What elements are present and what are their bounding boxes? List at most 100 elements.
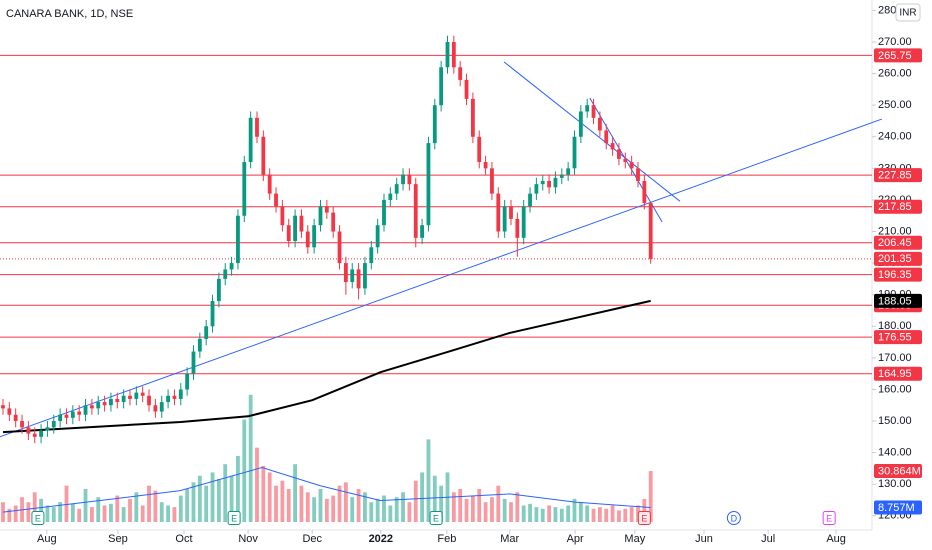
candle-body [566, 168, 571, 175]
candle-body [547, 180, 552, 188]
x-tick-label: Feb [437, 533, 456, 545]
candle-body [102, 402, 107, 406]
candle-body [96, 402, 101, 409]
event-label: E [35, 513, 41, 523]
currency-button[interactable] [895, 3, 921, 22]
volume-bar [597, 507, 602, 522]
volume-bar [451, 492, 456, 522]
volume-bar [248, 394, 253, 522]
volume-bar [617, 510, 621, 522]
ma-label-box [874, 293, 922, 308]
candle-body [7, 408, 12, 415]
event-badge [822, 511, 836, 525]
candle-body [356, 269, 361, 289]
candle-body [147, 395, 151, 406]
event-badge [637, 511, 651, 525]
candle-body [236, 215, 240, 264]
candle-body [350, 269, 355, 283]
volume-bar [58, 502, 63, 522]
volume-bar [521, 505, 526, 522]
volume-bar [515, 492, 520, 522]
level-label: 217.85 [878, 201, 912, 213]
volume-bar [261, 465, 266, 522]
candle-body [312, 225, 317, 248]
candle-body [255, 117, 259, 137]
volume-bar [540, 508, 545, 522]
candle-body [388, 193, 393, 200]
volume-bar [191, 482, 196, 522]
volume-bar [312, 497, 317, 522]
volume-bar [382, 495, 386, 522]
candle-body [597, 117, 602, 131]
candle-body [248, 117, 253, 163]
candle-body [32, 433, 37, 437]
x-tick-label: Nov [238, 533, 258, 545]
candle-body [439, 67, 444, 106]
volume-bar [216, 479, 221, 522]
volume-bar [318, 488, 323, 522]
volume-bar [642, 498, 647, 522]
volume-bar [89, 507, 94, 522]
candle-body [451, 42, 456, 68]
candle-body [445, 42, 450, 68]
x-tick-label: Jul [761, 533, 775, 545]
candle-body [343, 263, 348, 283]
volume-bar [204, 485, 209, 522]
volume-bar [26, 502, 31, 522]
volume-bar [420, 472, 424, 522]
candle-body [229, 263, 234, 270]
candle-body [420, 225, 424, 238]
y-tick-label: 130.00 [878, 478, 912, 490]
volume-bar [337, 485, 342, 522]
volume-label: 30.864M [878, 465, 921, 477]
volume-bar [70, 503, 75, 522]
volume-bar [229, 475, 234, 522]
volume-bar [610, 505, 615, 522]
volume-bar [178, 495, 183, 522]
level-label: 265.75 [878, 50, 912, 62]
level-label-box [874, 330, 922, 345]
volume-bar [267, 472, 272, 522]
candle-body [26, 427, 31, 434]
candle-body [477, 136, 482, 163]
volume-bar [470, 495, 475, 522]
candle-body [216, 278, 221, 302]
candle-body [401, 174, 405, 185]
volume-bar [553, 507, 558, 522]
event-badge [726, 511, 741, 525]
volume-bar [343, 482, 348, 522]
candle-body [299, 215, 304, 232]
ma-label: 188.05 [878, 295, 912, 307]
candle-body [426, 143, 431, 226]
candle-body [337, 231, 342, 264]
volume-bar [39, 498, 43, 522]
candle-body [458, 67, 463, 80]
volume-bar [591, 508, 596, 522]
candle-body [134, 392, 139, 399]
candle-body [502, 206, 507, 232]
candle-body [642, 180, 647, 204]
volume-bar [356, 488, 361, 522]
level-label-box [874, 48, 922, 63]
candle-body [483, 162, 488, 169]
candle-body [407, 174, 412, 185]
event-badge [227, 511, 241, 525]
event-label: E [826, 513, 832, 523]
level-label-box [874, 267, 922, 282]
volume-bar [274, 485, 278, 522]
candle-body [115, 398, 120, 403]
candle-body [375, 225, 380, 248]
volume-bar [566, 505, 571, 522]
candle-body [540, 180, 545, 185]
axes: 120.00130.00140.00150.00160.00170.00180.… [37, 4, 922, 545]
candle-body [464, 79, 469, 99]
volume-bar [388, 505, 393, 522]
volume-bar [159, 502, 164, 522]
candle-body [77, 411, 82, 415]
event-badge [429, 511, 443, 525]
volume-bar [483, 502, 488, 522]
volume-bar [172, 507, 177, 522]
candle-body [121, 395, 126, 403]
candle-body [629, 162, 634, 169]
